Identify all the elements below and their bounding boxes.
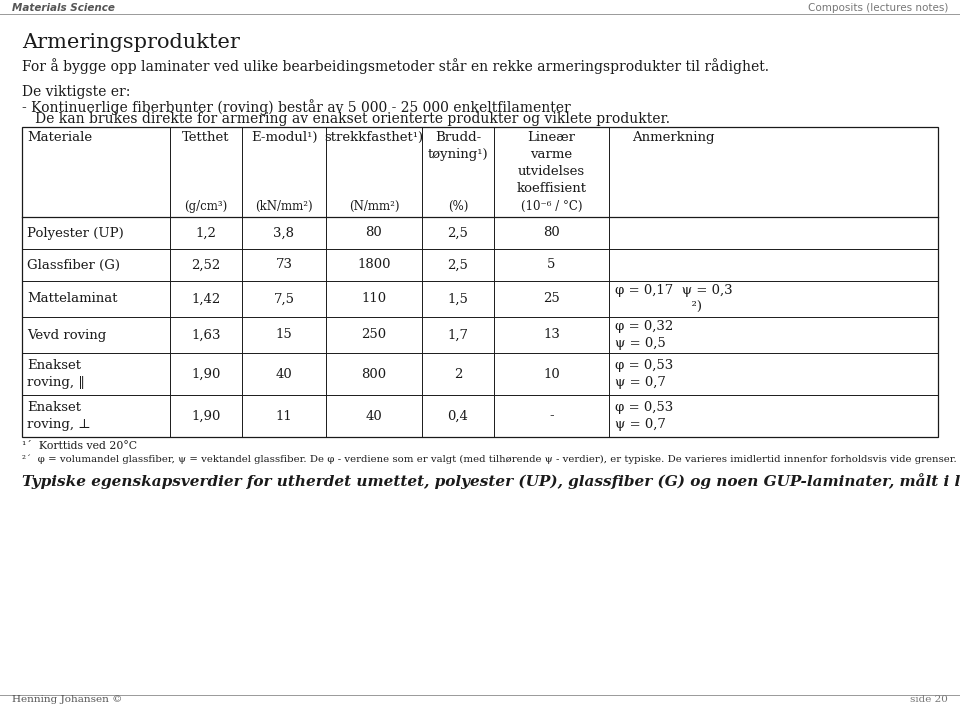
- Text: 1,5: 1,5: [447, 292, 468, 306]
- Text: Anmerkning: Anmerkning: [633, 131, 715, 144]
- Text: Brudd-
tøyning¹): Brudd- tøyning¹): [428, 131, 489, 161]
- Text: 1,63: 1,63: [191, 328, 221, 341]
- Text: 25: 25: [543, 292, 560, 306]
- Text: (%): (%): [447, 200, 468, 213]
- Text: φ = 0,53
ψ = 0,7: φ = 0,53 ψ = 0,7: [615, 401, 673, 431]
- Text: Materials Science: Materials Science: [12, 3, 115, 13]
- Text: 1,90: 1,90: [191, 410, 221, 422]
- Text: Materiale: Materiale: [27, 131, 92, 144]
- Text: (g/cm³): (g/cm³): [184, 200, 228, 213]
- Text: Typiske egenskapsverdier for utherdet umettet, polyester (UP), glassfiber (G) og: Typiske egenskapsverdier for utherdet um…: [22, 473, 960, 489]
- Bar: [22, 127, 938, 437]
- Text: ²´  φ = volumandel glassfiber, ψ = vektandel glassfiber. De φ - verdiene som er : ²´ φ = volumandel glassfiber, ψ = vektan…: [22, 454, 957, 464]
- Text: 10: 10: [543, 368, 560, 380]
- Text: 7,5: 7,5: [274, 292, 295, 306]
- Text: 3,8: 3,8: [274, 227, 295, 240]
- Text: 110: 110: [361, 292, 387, 306]
- Text: Lineær
varme
utvidelses
koeffisient: Lineær varme utvidelses koeffisient: [516, 131, 587, 195]
- Text: 1,2: 1,2: [196, 227, 216, 240]
- Text: 2,5: 2,5: [447, 227, 468, 240]
- Text: 80: 80: [366, 227, 382, 240]
- Text: strekkfasthet¹): strekkfasthet¹): [324, 131, 423, 144]
- Text: Mattelaminat: Mattelaminat: [27, 292, 117, 306]
- Text: 40: 40: [276, 368, 293, 380]
- Text: 80: 80: [543, 227, 560, 240]
- Text: E-modul¹): E-modul¹): [251, 131, 317, 144]
- Text: For å bygge opp laminater ved ulike bearbeidingsmetoder står en rekke armeringsp: For å bygge opp laminater ved ulike bear…: [22, 58, 769, 74]
- Text: 2,52: 2,52: [191, 259, 221, 272]
- Text: Armeringsprodukter: Armeringsprodukter: [22, 33, 240, 52]
- Text: (10⁻⁶ / °C): (10⁻⁶ / °C): [520, 200, 583, 213]
- Text: 1,90: 1,90: [191, 368, 221, 380]
- Text: -: -: [549, 410, 554, 422]
- Text: 13: 13: [543, 328, 560, 341]
- Text: Henning Johansen ©: Henning Johansen ©: [12, 695, 122, 703]
- Text: Tetthet: Tetthet: [182, 131, 229, 144]
- Text: Enakset
roving, ⊥: Enakset roving, ⊥: [27, 401, 91, 431]
- Text: 250: 250: [361, 328, 387, 341]
- Text: 11: 11: [276, 410, 293, 422]
- Text: De kan brukes direkte for armering av enakset orienterte produkter og viklete pr: De kan brukes direkte for armering av en…: [22, 112, 670, 126]
- Text: 800: 800: [361, 368, 387, 380]
- Text: Polyester (UP): Polyester (UP): [27, 227, 124, 240]
- Text: De viktigste er:: De viktigste er:: [22, 85, 131, 99]
- Text: 1,42: 1,42: [191, 292, 221, 306]
- Text: Glassfiber (G): Glassfiber (G): [27, 259, 120, 272]
- Text: Vevd roving: Vevd roving: [27, 328, 107, 341]
- Text: 1,7: 1,7: [447, 328, 468, 341]
- Text: 1800: 1800: [357, 259, 391, 272]
- Text: ¹´  Korttids ved 20°C: ¹´ Korttids ved 20°C: [22, 441, 137, 451]
- Text: φ = 0,17  ψ = 0,3
                  ²): φ = 0,17 ψ = 0,3 ²): [615, 284, 732, 314]
- Text: φ = 0,32
ψ = 0,5: φ = 0,32 ψ = 0,5: [615, 320, 673, 350]
- Text: Composits (lectures notes): Composits (lectures notes): [807, 3, 948, 13]
- Text: Enakset
roving, ‖: Enakset roving, ‖: [27, 359, 84, 389]
- Text: 5: 5: [547, 259, 556, 272]
- Text: 73: 73: [276, 259, 293, 272]
- Text: 40: 40: [366, 410, 382, 422]
- Text: (kN/mm²): (kN/mm²): [255, 200, 313, 213]
- Text: side 20: side 20: [910, 695, 948, 703]
- Text: (N/mm²): (N/mm²): [348, 200, 399, 213]
- Text: 2,5: 2,5: [447, 259, 468, 272]
- Text: 2: 2: [454, 368, 462, 380]
- Text: 15: 15: [276, 328, 293, 341]
- Text: φ = 0,53
ψ = 0,7: φ = 0,53 ψ = 0,7: [615, 359, 673, 389]
- Text: - Kontinuerlige fiberbunter (roving) består av 5 000 - 25 000 enkeltfilamenter: - Kontinuerlige fiberbunter (roving) bes…: [22, 99, 571, 115]
- Text: 0,4: 0,4: [447, 410, 468, 422]
